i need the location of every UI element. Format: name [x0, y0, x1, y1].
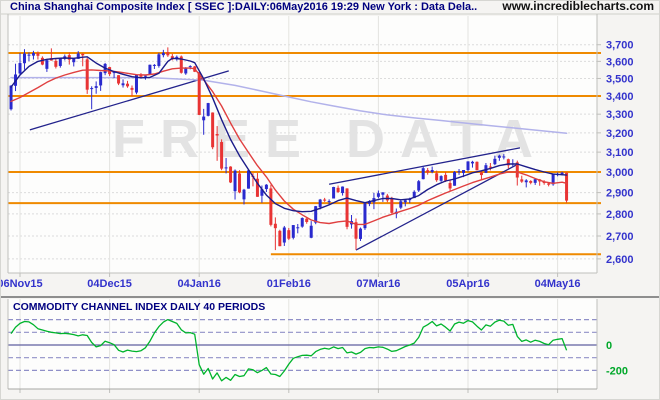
- svg-text:3,600: 3,600: [606, 56, 634, 68]
- website-link[interactable]: www.incrediblecharts.com: [502, 0, 654, 13]
- svg-text:2,700: 2,700: [606, 231, 634, 243]
- indicator-title: COMMODITY CHANNEL INDEX DAILY 40 PERIODS: [13, 301, 265, 313]
- svg-text:3,000: 3,000: [606, 167, 634, 179]
- svg-text:3,200: 3,200: [606, 128, 634, 140]
- svg-text:2,900: 2,900: [606, 188, 634, 200]
- svg-text:3,400: 3,400: [606, 91, 634, 103]
- svg-text:3,300: 3,300: [606, 109, 634, 121]
- svg-text:0: 0: [606, 340, 612, 352]
- free-data-watermark: FREE DATA: [112, 109, 548, 169]
- svg-text:2,800: 2,800: [606, 209, 634, 221]
- svg-text:06Nov15: 06Nov15: [0, 278, 43, 290]
- svg-text:05Apr16: 05Apr16: [446, 278, 489, 290]
- svg-text:3,100: 3,100: [606, 147, 634, 159]
- svg-text:07Mar16: 07Mar16: [356, 278, 400, 290]
- svg-text:04Dec15: 04Dec15: [87, 278, 132, 290]
- svg-text:04Jan16: 04Jan16: [177, 278, 220, 290]
- svg-text:01Feb16: 01Feb16: [267, 278, 311, 290]
- svg-text:3,500: 3,500: [606, 73, 634, 85]
- svg-text:04May16: 04May16: [535, 278, 581, 290]
- title-bar: China Shanghai Composite Index [ SSEC ]:…: [0, 0, 660, 14]
- chart-title: China Shanghai Composite Index [ SSEC ]:…: [10, 1, 478, 13]
- svg-text:2,600: 2,600: [606, 254, 634, 266]
- svg-text:-200: -200: [606, 365, 628, 377]
- svg-text:3,700: 3,700: [606, 40, 634, 52]
